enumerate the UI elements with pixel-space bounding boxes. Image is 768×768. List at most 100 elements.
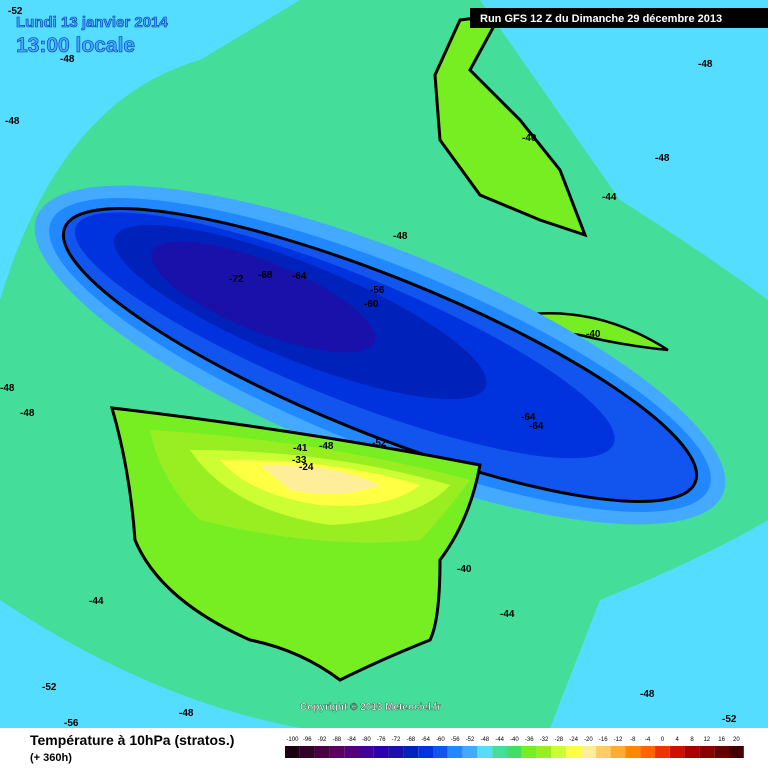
contour-label: -64	[521, 412, 536, 423]
scale-label: 0	[661, 737, 665, 743]
contour-label: -48	[319, 441, 334, 452]
scale-label: -72	[392, 737, 401, 743]
scale-label: 20	[733, 737, 740, 743]
scale-label: -4	[645, 737, 651, 743]
contour-label: -56	[64, 718, 79, 729]
contour-label: -52	[8, 6, 23, 17]
contour-label: -56	[370, 285, 385, 296]
scale-swatch	[610, 746, 626, 758]
scale-swatch	[655, 746, 670, 758]
scale-swatch	[403, 746, 419, 758]
contour-label: -40	[586, 329, 601, 340]
contour-label: -48	[5, 116, 20, 127]
scale-label: -60	[436, 737, 445, 743]
scale-swatch	[418, 746, 433, 758]
scale-label: -84	[347, 737, 356, 743]
contour-label: -64	[529, 421, 544, 432]
scale-swatch	[566, 746, 581, 758]
scale-label: -56	[451, 737, 460, 743]
contour-label: -64	[292, 271, 307, 282]
contour-label: -44	[89, 596, 104, 607]
contour-label: -44	[602, 192, 617, 203]
contour-label: -72	[229, 274, 244, 285]
scale-label: -16	[599, 737, 608, 743]
scale-swatch	[640, 746, 655, 758]
scale-swatch	[299, 746, 315, 758]
map: -52 -48 -48 -48 -48 -40 -44 -48 -72 -68 -64 -56 -60 -…	[0, 0, 768, 729]
scale-label: -100	[286, 737, 299, 743]
contour-label: -33	[292, 455, 307, 466]
legend-title: Température à 10hPa (stratos.)	[30, 732, 234, 748]
contour-label: -48	[655, 153, 670, 164]
scale-swatch	[492, 746, 507, 758]
contour-label: -48	[20, 408, 35, 419]
contour-label: -40	[522, 133, 537, 144]
scale-label: -28	[554, 737, 563, 743]
scale-swatch	[551, 746, 567, 758]
contour-label: -48	[179, 708, 194, 719]
scale-label: 8	[690, 737, 694, 743]
scale-swatch	[477, 746, 493, 758]
contour-label: -24	[299, 462, 314, 473]
scale-label: -12	[614, 737, 623, 743]
scale-swatch	[447, 746, 463, 758]
scale-swatch	[462, 746, 478, 758]
scale-label: -76	[377, 737, 386, 743]
forecast-time: 13:00 locale	[16, 34, 135, 57]
scale-label: -88	[332, 737, 341, 743]
scale-swatch	[433, 746, 448, 758]
scale-swatch	[507, 746, 522, 758]
scale-swatch	[595, 746, 611, 758]
contour-label: -48	[698, 59, 713, 70]
scale-label: -96	[303, 737, 312, 743]
scale-label: -8	[630, 737, 636, 743]
contour-label: -52	[722, 714, 737, 725]
scale-label: -24	[569, 737, 578, 743]
scale-label: 4	[676, 737, 680, 743]
scale-label: -36	[525, 737, 534, 743]
scale-swatch	[536, 746, 552, 758]
scale-swatch	[314, 746, 330, 758]
color-scale: -100 -96 -92 -88 -84 -80 -76 -72 -68 -64 -60 -56 -52…	[285, 737, 744, 758]
scale-label: -68	[406, 737, 415, 743]
forecast-date: Lundi 13 janvier 2014	[16, 14, 168, 31]
run-info: Run GFS 12 Z du Dimanche 29 décembre 201…	[480, 13, 722, 25]
contour-label: -48	[393, 231, 408, 242]
scale-label: -40	[510, 737, 519, 743]
contour-label: -48	[60, 54, 75, 65]
contour-label: -52	[42, 682, 57, 693]
scale-swatch	[373, 746, 389, 758]
contour-label: -44	[500, 609, 515, 620]
scale-swatch	[669, 746, 685, 758]
contour-label: -60	[364, 299, 379, 310]
contour-label: -41	[293, 443, 308, 454]
scale-label: -64	[421, 737, 430, 743]
scale-swatch	[714, 746, 729, 758]
contour-label: -68	[258, 270, 273, 281]
scale-label: -32	[540, 737, 549, 743]
contour-label: -40	[457, 564, 472, 575]
scale-label: -80	[362, 737, 371, 743]
scale-label: -48	[480, 737, 489, 743]
scale-swatch	[359, 746, 374, 758]
scale-swatch	[344, 746, 359, 758]
scale-swatch	[329, 746, 345, 758]
scale-label: -44	[495, 737, 504, 743]
scale-swatch	[521, 746, 537, 758]
scale-swatch	[699, 746, 715, 758]
scale-swatch	[729, 746, 744, 758]
contour-label: -52	[372, 438, 387, 449]
forecast-lead: (+ 360h)	[30, 752, 72, 764]
contour-label: -48	[640, 689, 655, 700]
scale-label: 12	[703, 737, 710, 743]
scale-swatch	[625, 746, 641, 758]
scale-label: -92	[318, 737, 327, 743]
copyright: Copyright © 2013 Meteociel.fr	[300, 702, 441, 713]
scale-label: -52	[466, 737, 475, 743]
scale-swatch	[285, 746, 300, 758]
scale-label: -20	[584, 737, 593, 743]
scale-label: 16	[718, 737, 725, 743]
contour-label: -48	[0, 383, 15, 394]
scale-swatch	[581, 746, 596, 758]
